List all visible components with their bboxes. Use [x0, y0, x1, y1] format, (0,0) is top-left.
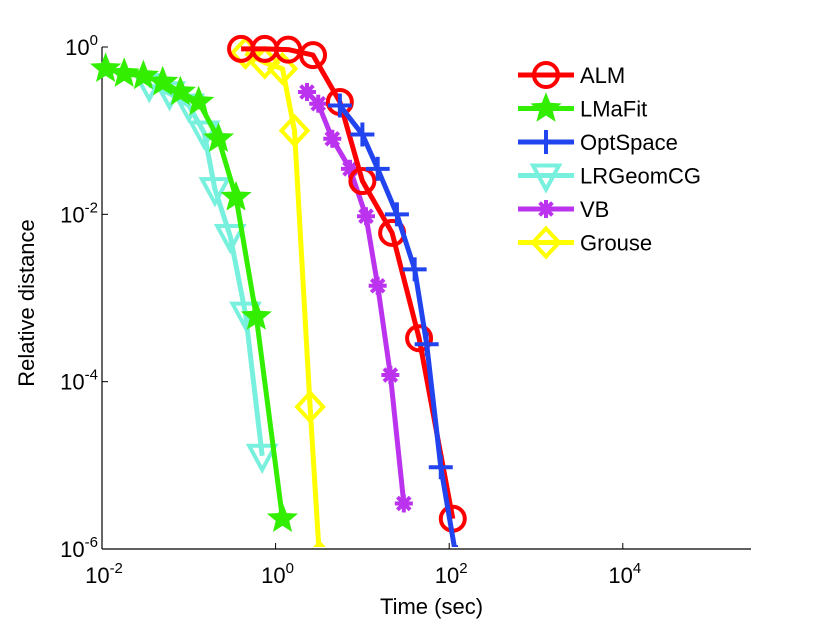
legend-marker	[534, 130, 558, 154]
data-point	[323, 129, 342, 148]
axes	[101, 46, 751, 550]
x-tick-label: 104	[608, 560, 641, 588]
legend-marker	[530, 92, 562, 122]
data-point	[402, 257, 427, 282]
x-tick-label: 102	[435, 560, 468, 588]
x-tick-label: 100	[261, 560, 294, 588]
data-point	[348, 167, 377, 196]
data-point	[356, 207, 375, 226]
data-point	[203, 122, 235, 153]
data-point	[278, 113, 311, 148]
x-tick-label: 10-2	[85, 560, 123, 588]
legend-marker	[529, 163, 563, 194]
data-point	[183, 85, 215, 116]
y-tick-label: 100	[65, 32, 98, 60]
tick-labels: 10-2 100 102 104 100 10-2 10-4 10-6	[60, 32, 641, 588]
data-point	[266, 502, 299, 533]
data-point	[164, 75, 197, 106]
legend: ALM LMaFit OptSpace LRGeomCG VB Grouse	[518, 61, 701, 260]
series-lmafit	[89, 52, 299, 533]
y-axis-label: Relative distance	[14, 219, 39, 387]
series-layer	[89, 34, 467, 547]
legend-label: LMaFit	[580, 97, 647, 122]
data-point	[384, 202, 409, 227]
series-line	[148, 82, 265, 457]
data-point	[294, 389, 326, 424]
series-optspace	[327, 93, 459, 547]
data-point	[428, 455, 453, 480]
data-point	[327, 93, 352, 118]
data-point	[350, 122, 375, 147]
data-point	[89, 52, 122, 83]
y-tick-label: 10-4	[60, 367, 98, 395]
legend-item-grouse: Grouse	[518, 225, 652, 260]
data-point	[220, 180, 252, 211]
data-point	[198, 177, 232, 208]
data-point	[381, 366, 400, 385]
series-line	[337, 103, 457, 547]
legend-item-alm: ALM	[518, 61, 625, 89]
y-tick-label: 10-2	[60, 199, 98, 227]
data-point	[394, 494, 413, 513]
legend-marker	[532, 61, 560, 89]
legend-item-lmafit: LMaFit	[518, 92, 647, 122]
data-point	[127, 59, 160, 90]
legend-label: LRGeomCG	[580, 164, 701, 189]
x-axis-label: Time (sec)	[380, 594, 483, 619]
data-point	[299, 41, 328, 70]
data-point	[414, 332, 439, 357]
legend-label: Grouse	[580, 231, 652, 256]
legend-label: ALM	[580, 63, 625, 88]
legend-label: OptSpace	[580, 130, 678, 155]
legend-item-vb: VB	[518, 197, 609, 222]
legend-label: VB	[580, 197, 609, 222]
data-point	[108, 57, 140, 87]
data-point	[297, 82, 316, 101]
data-point	[213, 224, 247, 255]
data-point	[309, 94, 328, 113]
legend-item-lrgeomcg: LRGeomCG	[518, 163, 701, 194]
legend-marker	[530, 225, 562, 260]
data-point	[147, 65, 179, 96]
legend-item-optspace: OptSpace	[518, 130, 678, 155]
data-point	[365, 156, 390, 181]
y-tick-label: 10-6	[60, 534, 98, 562]
data-point	[266, 51, 299, 86]
data-point	[405, 324, 434, 353]
data-point	[245, 443, 279, 474]
legend-marker	[537, 200, 555, 218]
data-point	[368, 276, 387, 295]
data-point	[240, 300, 272, 330]
